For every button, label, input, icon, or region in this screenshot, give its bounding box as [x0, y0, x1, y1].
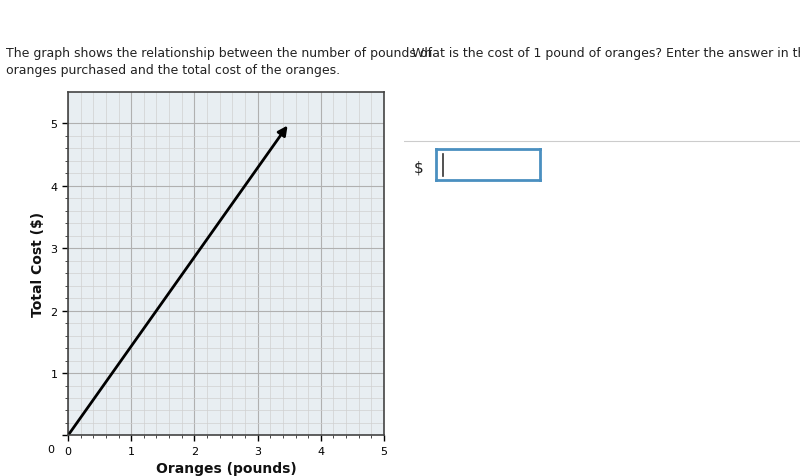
Text: Use the information to answer the question.: Use the information to answer the questi… [6, 10, 388, 25]
Text: $: $ [414, 160, 424, 175]
Text: What is the cost of 1 pound of oranges? Enter the answer in the box.: What is the cost of 1 pound of oranges? … [412, 47, 800, 60]
X-axis label: Oranges (pounds): Oranges (pounds) [156, 461, 296, 476]
Text: The graph shows the relationship between the number of pounds of: The graph shows the relationship between… [6, 47, 432, 60]
Text: 0: 0 [47, 444, 54, 454]
Text: oranges purchased and the total cost of the oranges.: oranges purchased and the total cost of … [6, 64, 340, 77]
Y-axis label: Total Cost ($): Total Cost ($) [31, 212, 45, 317]
